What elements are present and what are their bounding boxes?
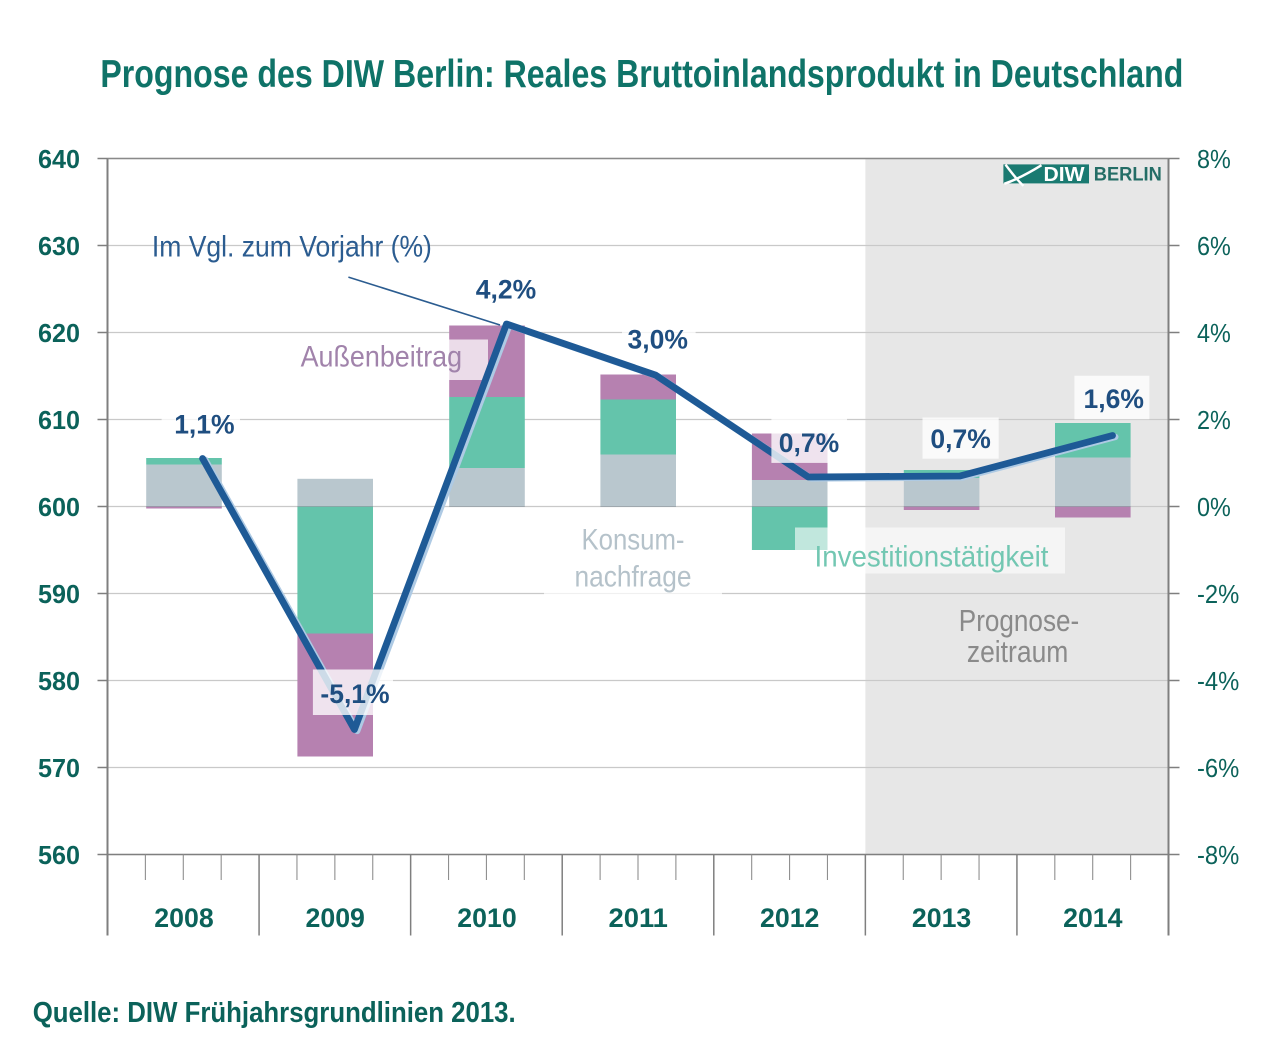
- svg-text:580: 580: [38, 666, 80, 696]
- svg-text:Prognose-: Prognose-: [959, 603, 1079, 638]
- svg-text:-8%: -8%: [1197, 840, 1239, 870]
- svg-text:8%: 8%: [1197, 144, 1231, 174]
- svg-text:0,7%: 0,7%: [930, 424, 990, 454]
- svg-text:6%: 6%: [1197, 231, 1231, 261]
- svg-text:2010: 2010: [457, 903, 516, 933]
- svg-text:-6%: -6%: [1197, 753, 1239, 783]
- svg-text:0,7%: 0,7%: [779, 428, 839, 458]
- svg-text:4,2%: 4,2%: [476, 275, 536, 305]
- svg-text:Prognose des DIW Berlin: Reale: Prognose des DIW Berlin: Reales Bruttoin…: [100, 53, 1183, 96]
- svg-text:Außenbeitrag: Außenbeitrag: [301, 341, 463, 374]
- svg-text:nachfrage: nachfrage: [575, 561, 692, 594]
- svg-text:Im Vgl. zum Vorjahr (%): Im Vgl. zum Vorjahr (%): [152, 231, 432, 264]
- svg-text:2008: 2008: [154, 903, 213, 933]
- svg-text:2011: 2011: [609, 903, 668, 933]
- svg-text:-2%: -2%: [1197, 579, 1239, 609]
- svg-text:Konsum-: Konsum-: [582, 524, 685, 557]
- svg-text:-4%: -4%: [1197, 666, 1239, 696]
- svg-text:3,0%: 3,0%: [627, 325, 687, 355]
- svg-text:620: 620: [38, 318, 80, 348]
- svg-text:600: 600: [38, 492, 80, 522]
- svg-text:2012: 2012: [760, 903, 819, 933]
- svg-text:4%: 4%: [1197, 318, 1231, 348]
- svg-text:630: 630: [38, 231, 80, 261]
- svg-text:zeitraum: zeitraum: [967, 634, 1069, 669]
- svg-text:2009: 2009: [306, 903, 365, 933]
- svg-text:590: 590: [38, 579, 80, 609]
- svg-text:610: 610: [38, 405, 80, 435]
- svg-text:1,1%: 1,1%: [174, 409, 234, 439]
- svg-text:DIW: DIW: [1044, 163, 1086, 186]
- svg-text:0%: 0%: [1197, 492, 1231, 522]
- svg-text:1,6%: 1,6%: [1083, 384, 1143, 414]
- svg-text:Quelle: DIW Frühjahrsgrundlini: Quelle: DIW Frühjahrsgrundlinien 2013.: [33, 997, 516, 1029]
- svg-text:570: 570: [38, 753, 80, 783]
- svg-text:-5,1%: -5,1%: [320, 679, 389, 709]
- svg-text:640: 640: [38, 144, 80, 174]
- svg-text:2014: 2014: [1063, 903, 1122, 933]
- svg-text:560: 560: [38, 840, 80, 870]
- svg-text:BERLIN: BERLIN: [1094, 165, 1162, 186]
- svg-text:2013: 2013: [912, 903, 971, 933]
- svg-text:Investitionstätigkeit: Investitionstätigkeit: [815, 541, 1050, 574]
- svg-text:2%: 2%: [1197, 405, 1231, 435]
